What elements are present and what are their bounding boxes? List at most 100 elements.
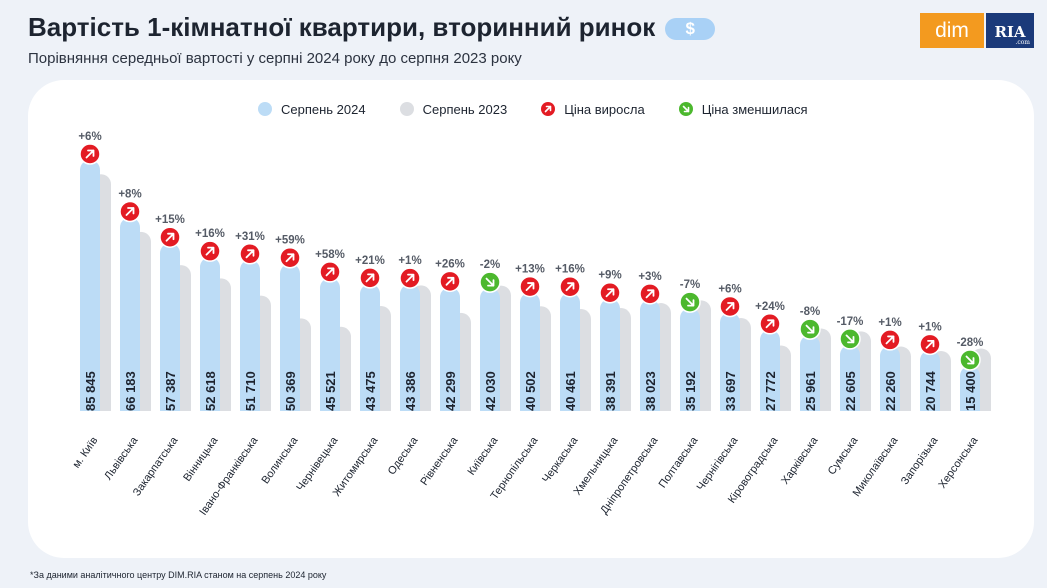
bar-value-label: 51 710: [243, 371, 258, 411]
bar-2024: [720, 312, 740, 411]
arrow-up-glyph: [525, 282, 535, 291]
page-subtitle: Порівняння середньої вартості у серпні 2…: [28, 50, 522, 67]
bar-2024: [160, 243, 180, 411]
change-percent-label: +6%: [78, 131, 101, 143]
bar-2024: [880, 345, 900, 411]
category-tick-label: Київська: [466, 434, 501, 477]
logo-ria-domain: .com: [1015, 39, 1030, 46]
change-percent-label: +9%: [598, 270, 621, 282]
bar-value-label: 22 605: [843, 371, 858, 411]
bar-value-label: 52 618: [203, 371, 218, 411]
bar-value-label: 43 475: [363, 371, 378, 411]
category-tick-label: Харківська: [779, 434, 821, 487]
category-tick-label: Херсонська: [936, 434, 981, 491]
change-percent-label: -7%: [680, 279, 700, 291]
bar-value-label: 66 183: [123, 371, 138, 411]
bar-2024: [920, 350, 940, 411]
bar-2024: [240, 259, 260, 411]
legend-item-current: Серпень 2024: [258, 102, 366, 117]
bar-value-label: 40 461: [563, 371, 578, 411]
logo-ria: RIA .com: [986, 13, 1034, 48]
bar-value-label: 57 387: [163, 371, 178, 411]
arrow-down-icon: [678, 102, 693, 116]
bar-2024: [960, 365, 980, 411]
bar-2024: [680, 308, 700, 411]
change-percent-label: +16%: [195, 228, 225, 240]
change-percent-label: -28%: [957, 337, 984, 349]
arrow-down-glyph: [965, 355, 975, 365]
change-percent-label: -2%: [480, 259, 500, 271]
bar-2024: [120, 217, 140, 411]
change-percent-label: +58%: [315, 249, 345, 261]
change-percent-label: +1%: [878, 317, 901, 329]
arrow-up-glyph: [85, 149, 95, 159]
bar-value-label: 25 961: [803, 371, 818, 411]
bar-value-label: 43 386: [403, 371, 418, 411]
bar-value-label: 40 502: [523, 371, 538, 411]
arrow-up-glyph: [885, 335, 895, 345]
category-tick-label: Рівненська: [418, 434, 461, 488]
arrow-up-glyph: [925, 339, 935, 349]
change-percent-label: +8%: [118, 188, 141, 200]
title-text: Вартість 1-кімнатної квартири, вторинний…: [28, 12, 656, 42]
change-percent-label: +3%: [638, 271, 661, 283]
change-percent-label: +21%: [355, 255, 385, 267]
legend-item-up: Ціна виросла: [541, 101, 645, 117]
bar-value-label: 20 744: [923, 370, 938, 411]
arrow-up-glyph: [645, 289, 655, 299]
logo-ria-text: RIA: [994, 23, 1026, 41]
category-tick-label: Чернігівська: [695, 434, 741, 493]
bar-2024: [400, 284, 420, 411]
change-percent-label: +16%: [555, 264, 585, 276]
change-percent-label: +1%: [398, 255, 421, 267]
arrow-down-glyph: [685, 297, 695, 307]
arrow-down-glyph: [485, 277, 495, 287]
legend-swatch-current: [258, 102, 272, 116]
bar-2024: [480, 288, 500, 411]
arrow-up-glyph: [445, 276, 455, 286]
category-tick-label: Сумська: [826, 434, 861, 477]
bar-value-label: 50 369: [283, 371, 298, 411]
arrow-up-glyph: [605, 288, 615, 298]
dollar-badge: $: [665, 18, 716, 41]
bar-value-label: 38 023: [643, 371, 658, 411]
bar-value-label: 45 521: [323, 371, 338, 411]
category-tick-label: Черкаська: [540, 434, 581, 485]
change-percent-label: +26%: [435, 258, 465, 270]
change-percent-label: +13%: [515, 264, 545, 276]
bar-value-label: 38 391: [603, 371, 618, 411]
arrow-up-glyph: [765, 319, 775, 329]
legend-label-current: Серпень 2024: [281, 101, 366, 117]
change-percent-label: +1%: [918, 321, 941, 333]
bar-value-label: 42 030: [483, 371, 498, 411]
legend-item-down: Ціна зменшилася: [678, 102, 808, 117]
arrow-up-glyph: [565, 282, 575, 292]
arrow-up-glyph: [325, 267, 335, 277]
legend-swatch-previous: [399, 102, 414, 116]
bar-value-label: 42 299: [443, 371, 458, 411]
change-percent-label: +24%: [755, 301, 785, 313]
category-tick-label: Одеська: [386, 434, 421, 477]
bar-2024: [800, 335, 820, 411]
bar-2024: [600, 298, 620, 411]
legend-item-previous: Серпень 2023: [399, 101, 508, 117]
change-percent-label: +31%: [235, 231, 265, 243]
bar-2024: [200, 257, 220, 411]
bar-2024: [640, 299, 660, 411]
arrow-down-glyph: [845, 334, 855, 344]
arrow-up-glyph: [725, 302, 735, 311]
legend-label-up: Ціна виросла: [564, 101, 645, 117]
arrow-up-glyph: [365, 273, 375, 283]
change-percent-label: -8%: [800, 306, 820, 318]
bar-value-label: 22 260: [883, 371, 898, 411]
arrow-up-glyph: [245, 249, 255, 259]
bar-2024: [360, 283, 380, 411]
category-tick-label: Вінницька: [181, 434, 221, 484]
bar-value-label: 85 845: [83, 371, 98, 411]
footnote: *За даними аналітичного центру DIM.RIA с…: [30, 570, 327, 580]
legend-label-previous: Серпень 2023: [422, 101, 508, 117]
bar-value-label: 15 400: [963, 371, 978, 411]
bar-2024: [320, 277, 340, 411]
bar-2024: [520, 292, 540, 411]
